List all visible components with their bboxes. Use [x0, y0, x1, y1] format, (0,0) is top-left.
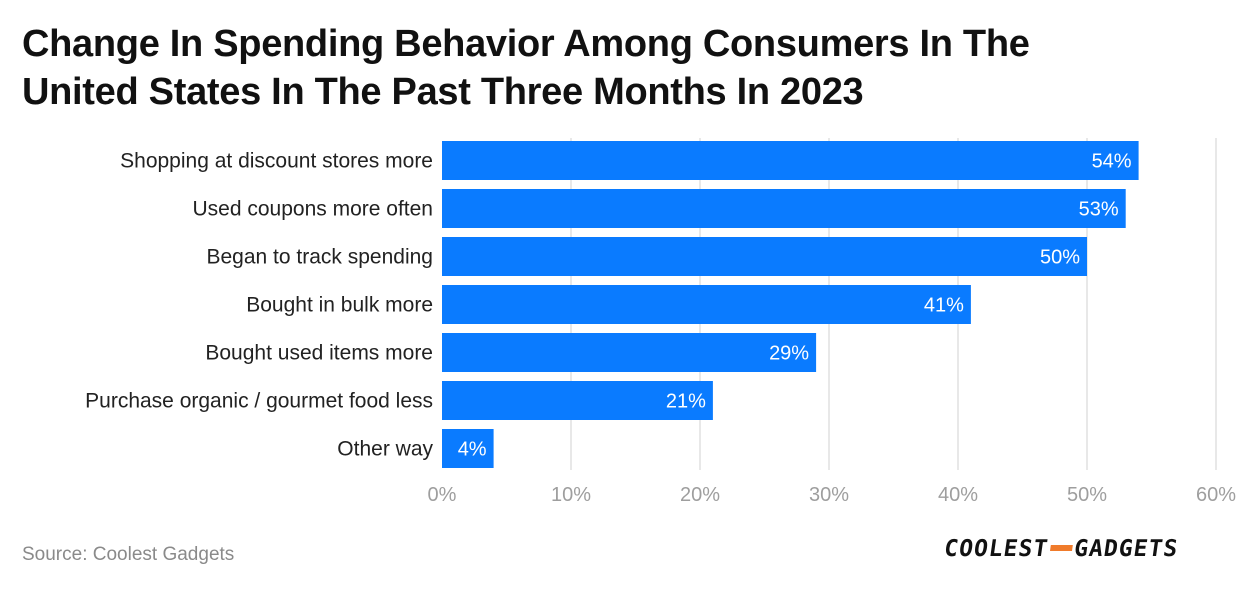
bar-value-label: 29% — [769, 343, 809, 365]
source-note: Source: Coolest Gadgets — [22, 544, 235, 565]
x-tick-label: 60% — [1196, 484, 1236, 506]
chart-title-line-1: Change In Spending Behavior Among Consum… — [22, 23, 1030, 65]
x-tick-label: 0% — [428, 484, 457, 506]
bar — [442, 285, 971, 324]
bar-value-label: 53% — [1079, 199, 1119, 221]
category-label: Used coupons more often — [193, 198, 433, 221]
bar-value-label: 54% — [1092, 151, 1132, 173]
x-tick-label: 30% — [809, 484, 849, 506]
x-tick-label: 40% — [938, 484, 978, 506]
bar — [442, 237, 1087, 276]
bar — [442, 381, 713, 420]
chart-title-line-2: United States In The Past Three Months I… — [22, 71, 864, 113]
coolest-gadgets-logo: COOLEST GADGETS — [942, 536, 1180, 566]
bar — [442, 141, 1139, 180]
logo-text-right: GADGETS — [1072, 536, 1180, 562]
logo-text-left: COOLEST — [942, 536, 1051, 562]
category-label: Shopping at discount stores more — [120, 150, 433, 173]
category-label: Bought in bulk more — [246, 294, 433, 317]
logo-dash — [1050, 544, 1073, 551]
x-tick-label: 10% — [551, 484, 591, 506]
category-labels: Shopping at discount stores more Used cou… — [85, 150, 433, 461]
category-label: Purchase organic / gourmet food less — [85, 390, 433, 413]
bar — [442, 333, 817, 372]
x-axis-ticks: 0% 10% 20% 30% 40% 50% 60% — [428, 484, 1237, 506]
category-label: Began to track spending — [207, 246, 434, 269]
bar-value-label: 21% — [666, 391, 706, 413]
bar-value-label: 50% — [1040, 247, 1080, 269]
bar — [442, 189, 1126, 228]
bar-value-label: 4% — [458, 439, 487, 461]
category-label: Bought used items more — [205, 342, 433, 365]
x-tick-label: 50% — [1067, 484, 1107, 506]
category-label: Other way — [337, 438, 433, 461]
x-tick-label: 20% — [680, 484, 720, 506]
bar — [442, 429, 494, 468]
bar-value-label: 41% — [924, 295, 964, 317]
chart-title: Change In Spending Behavior Among Consum… — [22, 20, 1202, 116]
bars: 54% 53% 50% 41% 29% 21% 4% — [442, 141, 1139, 468]
